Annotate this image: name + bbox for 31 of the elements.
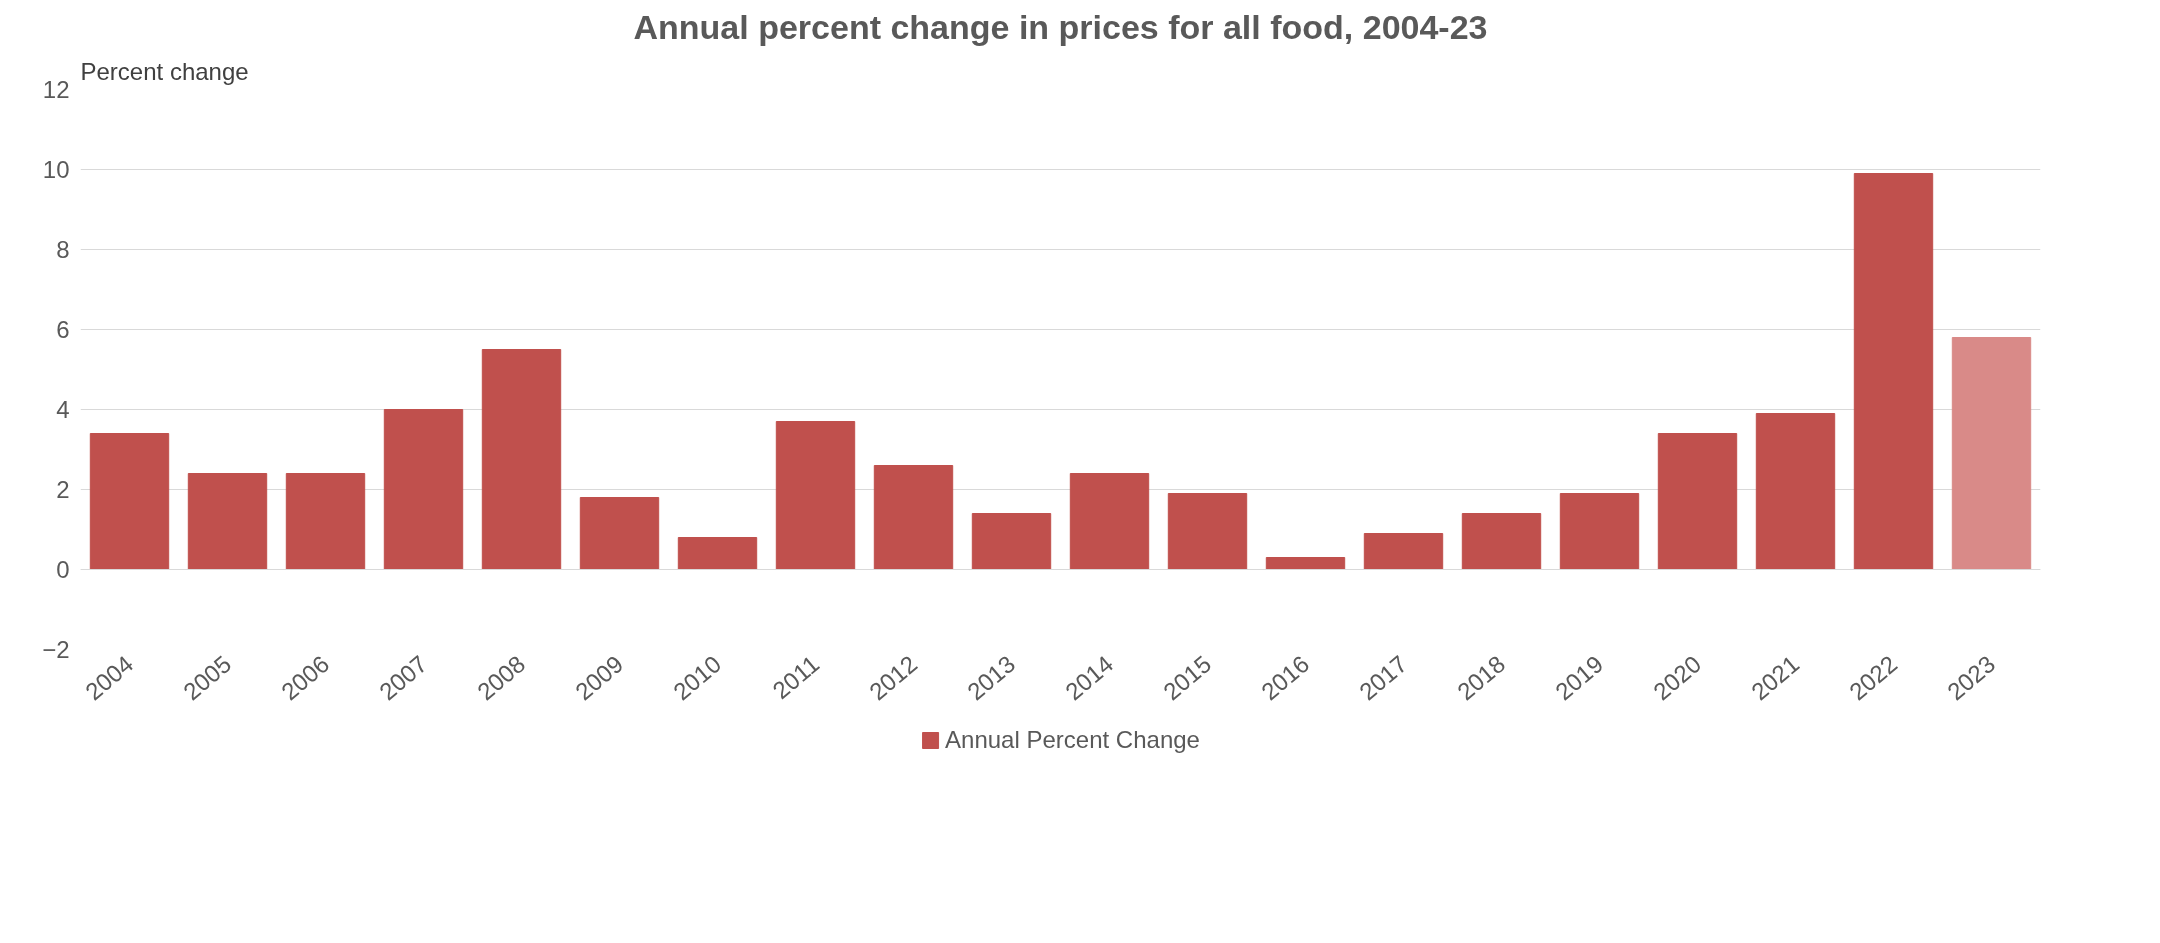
bar [677,537,758,570]
bar [579,497,660,570]
bar [1755,413,1836,570]
y-tick-label: −2 [42,636,70,663]
y-tick-label: 12 [42,76,70,103]
bar [481,349,562,570]
chart-title: Annual percent change in prices for all food, 2004-23 [633,7,1488,46]
y-tick-label: 2 [56,476,70,503]
y-tick-label: 4 [56,396,70,423]
legend-label: Annual Percent Change [945,726,1200,754]
y-tick-label: 0 [56,556,70,583]
y-tick-label: 10 [42,156,70,183]
bar [1363,533,1444,570]
bar [775,421,856,570]
bar [89,433,170,570]
y-tick-label: 6 [56,316,70,343]
y-tick-label: 8 [56,236,70,263]
bar [383,409,464,570]
bar [1951,337,2032,570]
y-axis-title: Percent change [80,57,249,85]
bar [187,473,268,570]
bar [285,473,366,570]
bar [971,513,1052,570]
bar [1167,493,1248,570]
bar [1069,473,1150,570]
bar [1265,557,1346,570]
bar [1559,493,1640,570]
bar [1657,433,1738,570]
bar [1853,173,1934,570]
bar [1461,513,1542,570]
bar [873,465,954,570]
